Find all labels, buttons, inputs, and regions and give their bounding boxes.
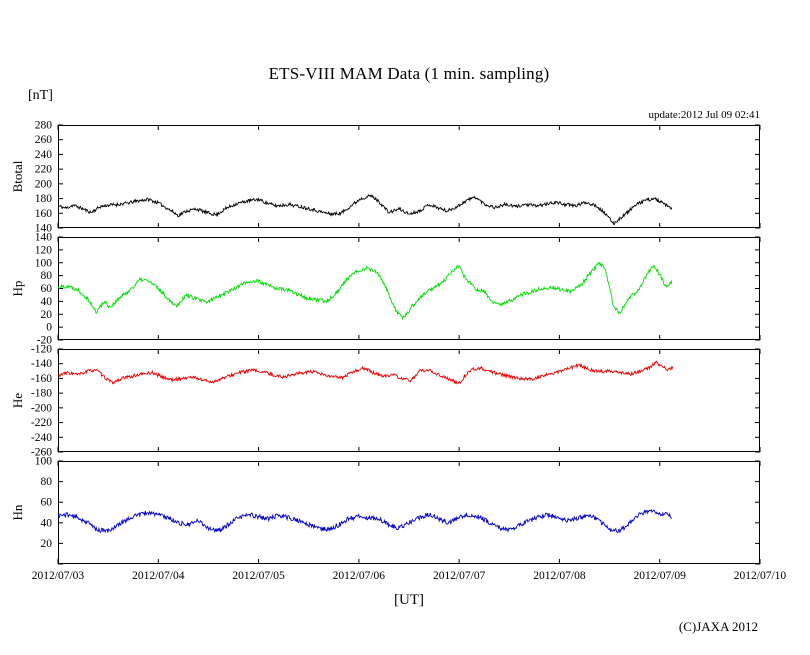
y-tick-label: 20 — [41, 538, 53, 550]
y-tick-label: 80 — [41, 476, 53, 488]
y-tick-label: 100 — [35, 257, 53, 269]
panel-ylabel-he: He — [10, 393, 25, 408]
y-tick-label: 80 — [41, 270, 53, 282]
y-tick-label: 140 — [35, 223, 53, 235]
y-tick-label: 60 — [41, 283, 53, 295]
x-tick-label: 2012/07/04 — [132, 570, 185, 582]
y-tick-label: 0 — [46, 322, 52, 334]
y-tick-label: 40 — [41, 517, 53, 529]
panel-box-hn — [58, 461, 760, 564]
y-tick-label: 200 — [35, 178, 53, 190]
y-tick-label: 60 — [41, 497, 53, 509]
y-tick-label: -160 — [31, 373, 52, 385]
y-tick-label: -200 — [31, 402, 52, 414]
x-tick-label: 2012/07/07 — [433, 570, 486, 582]
y-tick-label: 260 — [35, 134, 53, 146]
panel-box-he — [58, 349, 760, 452]
y-tick-label: -180 — [31, 388, 52, 400]
y-tick-label: 180 — [35, 193, 53, 205]
y-tick-label: -120 — [31, 344, 52, 356]
y-tick-label: 40 — [41, 296, 53, 308]
y-tick-label: 240 — [35, 149, 53, 161]
x-tick-label: 2012/07/09 — [634, 570, 687, 582]
panel-ylabel-hn: Hn — [10, 504, 25, 520]
chart-title: ETS-VIII MAM Data (1 min. sampling) — [268, 64, 550, 83]
y-tick-label: -220 — [31, 417, 52, 429]
y-tick-label: 120 — [35, 244, 53, 256]
x-tick-label: 2012/07/03 — [32, 570, 85, 582]
series-btotal — [58, 194, 673, 225]
y-tick-label: 20 — [41, 309, 53, 321]
x-axis-title: [UT] — [394, 592, 424, 608]
y-tick-label: -240 — [31, 432, 52, 444]
x-tick-label: 2012/07/10 — [734, 570, 787, 582]
series-hn — [58, 508, 673, 534]
x-tick-label: 2012/07/05 — [232, 570, 285, 582]
x-tick-label: 2012/07/06 — [333, 570, 386, 582]
series-hp — [58, 261, 673, 321]
y-tick-label: -260 — [31, 447, 52, 459]
update-timestamp: update:2012 Jul 09 02:41 — [648, 109, 760, 121]
series-he — [58, 360, 674, 385]
x-tick-label: 2012/07/08 — [533, 570, 586, 582]
panel-box-btotal — [58, 125, 760, 228]
panel-ylabel-hp: Hp — [10, 281, 25, 297]
jaxa-copyright: (C)JAXA 2012 — [678, 619, 758, 634]
y-tick-label: -140 — [31, 358, 52, 370]
y-tick-label: 100 — [35, 456, 53, 468]
y-tick-label: 160 — [35, 208, 53, 220]
y-unit-label: [nT] — [28, 88, 53, 103]
panel-box-hp — [58, 237, 760, 340]
y-tick-label: -20 — [37, 335, 53, 347]
y-tick-label: 220 — [35, 164, 53, 176]
y-tick-label: 280 — [35, 120, 53, 132]
panel-ylabel-btotal: Btotal — [10, 160, 25, 192]
y-tick-label: 140 — [35, 232, 53, 244]
